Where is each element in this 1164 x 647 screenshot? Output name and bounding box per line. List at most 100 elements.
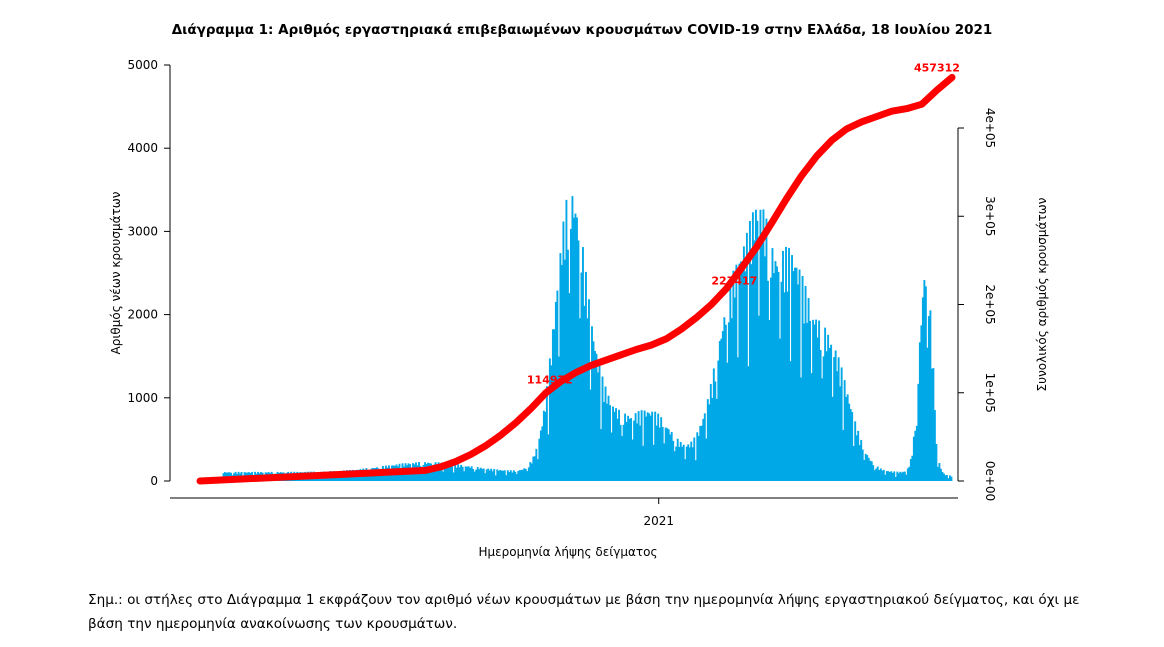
bar [849, 408, 852, 481]
bar [538, 438, 541, 481]
bar [616, 418, 619, 481]
bar [899, 471, 902, 481]
bar [748, 221, 751, 481]
bar [509, 470, 512, 481]
bar [786, 291, 789, 481]
bar [909, 459, 912, 481]
bar [736, 357, 739, 481]
bar [861, 449, 864, 481]
bar [479, 467, 482, 481]
bar [810, 373, 813, 481]
bar [739, 261, 742, 481]
bar [643, 410, 646, 481]
bar [875, 468, 878, 481]
bar [512, 470, 515, 481]
bar [431, 469, 434, 481]
bar [521, 469, 524, 481]
bar [833, 357, 836, 481]
bar [773, 273, 775, 481]
bar [780, 281, 783, 481]
bar [497, 470, 500, 481]
bar [801, 275, 804, 481]
bar [726, 362, 729, 481]
y-tick-label: 4000 [127, 141, 158, 155]
bar [595, 353, 598, 481]
bar [557, 356, 560, 481]
bar [582, 247, 584, 481]
bar [580, 272, 583, 481]
bar [733, 297, 736, 481]
bar [598, 365, 601, 481]
bar [768, 319, 771, 481]
bar [523, 468, 526, 481]
bar [759, 209, 762, 481]
bar [852, 446, 855, 481]
bar [699, 425, 702, 481]
bar [619, 424, 622, 481]
bar [848, 403, 851, 481]
bar [947, 478, 950, 481]
bar [594, 351, 596, 481]
bar [529, 462, 532, 481]
bar [547, 434, 550, 481]
bar [631, 439, 634, 481]
bar [636, 423, 639, 481]
bar [915, 425, 918, 481]
bar [488, 470, 491, 481]
bar [563, 259, 566, 481]
bar [628, 418, 631, 481]
bar [682, 444, 685, 481]
bar [714, 381, 717, 481]
y2-tick-label: 1e+05 [983, 373, 997, 413]
bar [681, 446, 684, 481]
bar [627, 415, 630, 481]
bar [926, 347, 929, 481]
bar [470, 466, 473, 481]
bar [649, 415, 652, 481]
bar [482, 468, 485, 481]
bar [815, 319, 818, 481]
bar [694, 460, 697, 481]
footnote: Σημ.: οι στήλες στο Διάγραμμα 1 εκφράζου… [88, 592, 1080, 632]
bar [672, 440, 675, 481]
bar [675, 446, 678, 481]
bar [476, 467, 479, 481]
bar [517, 471, 520, 481]
bar [900, 472, 903, 481]
bar [839, 386, 842, 481]
cumulative-line [196, 73, 956, 485]
bar [544, 411, 547, 481]
x-ticks: 2021 [643, 498, 674, 528]
bar [637, 411, 640, 481]
bar [572, 217, 575, 481]
bar [762, 209, 765, 481]
bar [559, 253, 562, 481]
bar [827, 334, 830, 481]
bar [357, 474, 360, 481]
cumulative-annotation: 227417 [711, 274, 757, 287]
bar [464, 466, 467, 481]
bar [869, 460, 872, 481]
bar [818, 320, 821, 481]
bar [569, 228, 572, 481]
bar [562, 221, 565, 481]
y2-tick-label: 4e+05 [983, 108, 997, 148]
bar [660, 417, 663, 481]
bar [765, 218, 768, 481]
bar [906, 468, 909, 481]
bar [461, 466, 464, 481]
bar [917, 383, 920, 481]
bar [448, 464, 451, 481]
bar [487, 468, 490, 481]
bar [914, 430, 917, 481]
bar [935, 444, 938, 481]
bar [642, 445, 645, 481]
bar [905, 474, 908, 481]
bar [657, 413, 660, 481]
bar [929, 310, 932, 481]
bar [446, 464, 449, 481]
bar [520, 469, 523, 481]
bar [439, 465, 442, 481]
bar [750, 264, 753, 481]
bar [585, 271, 587, 481]
